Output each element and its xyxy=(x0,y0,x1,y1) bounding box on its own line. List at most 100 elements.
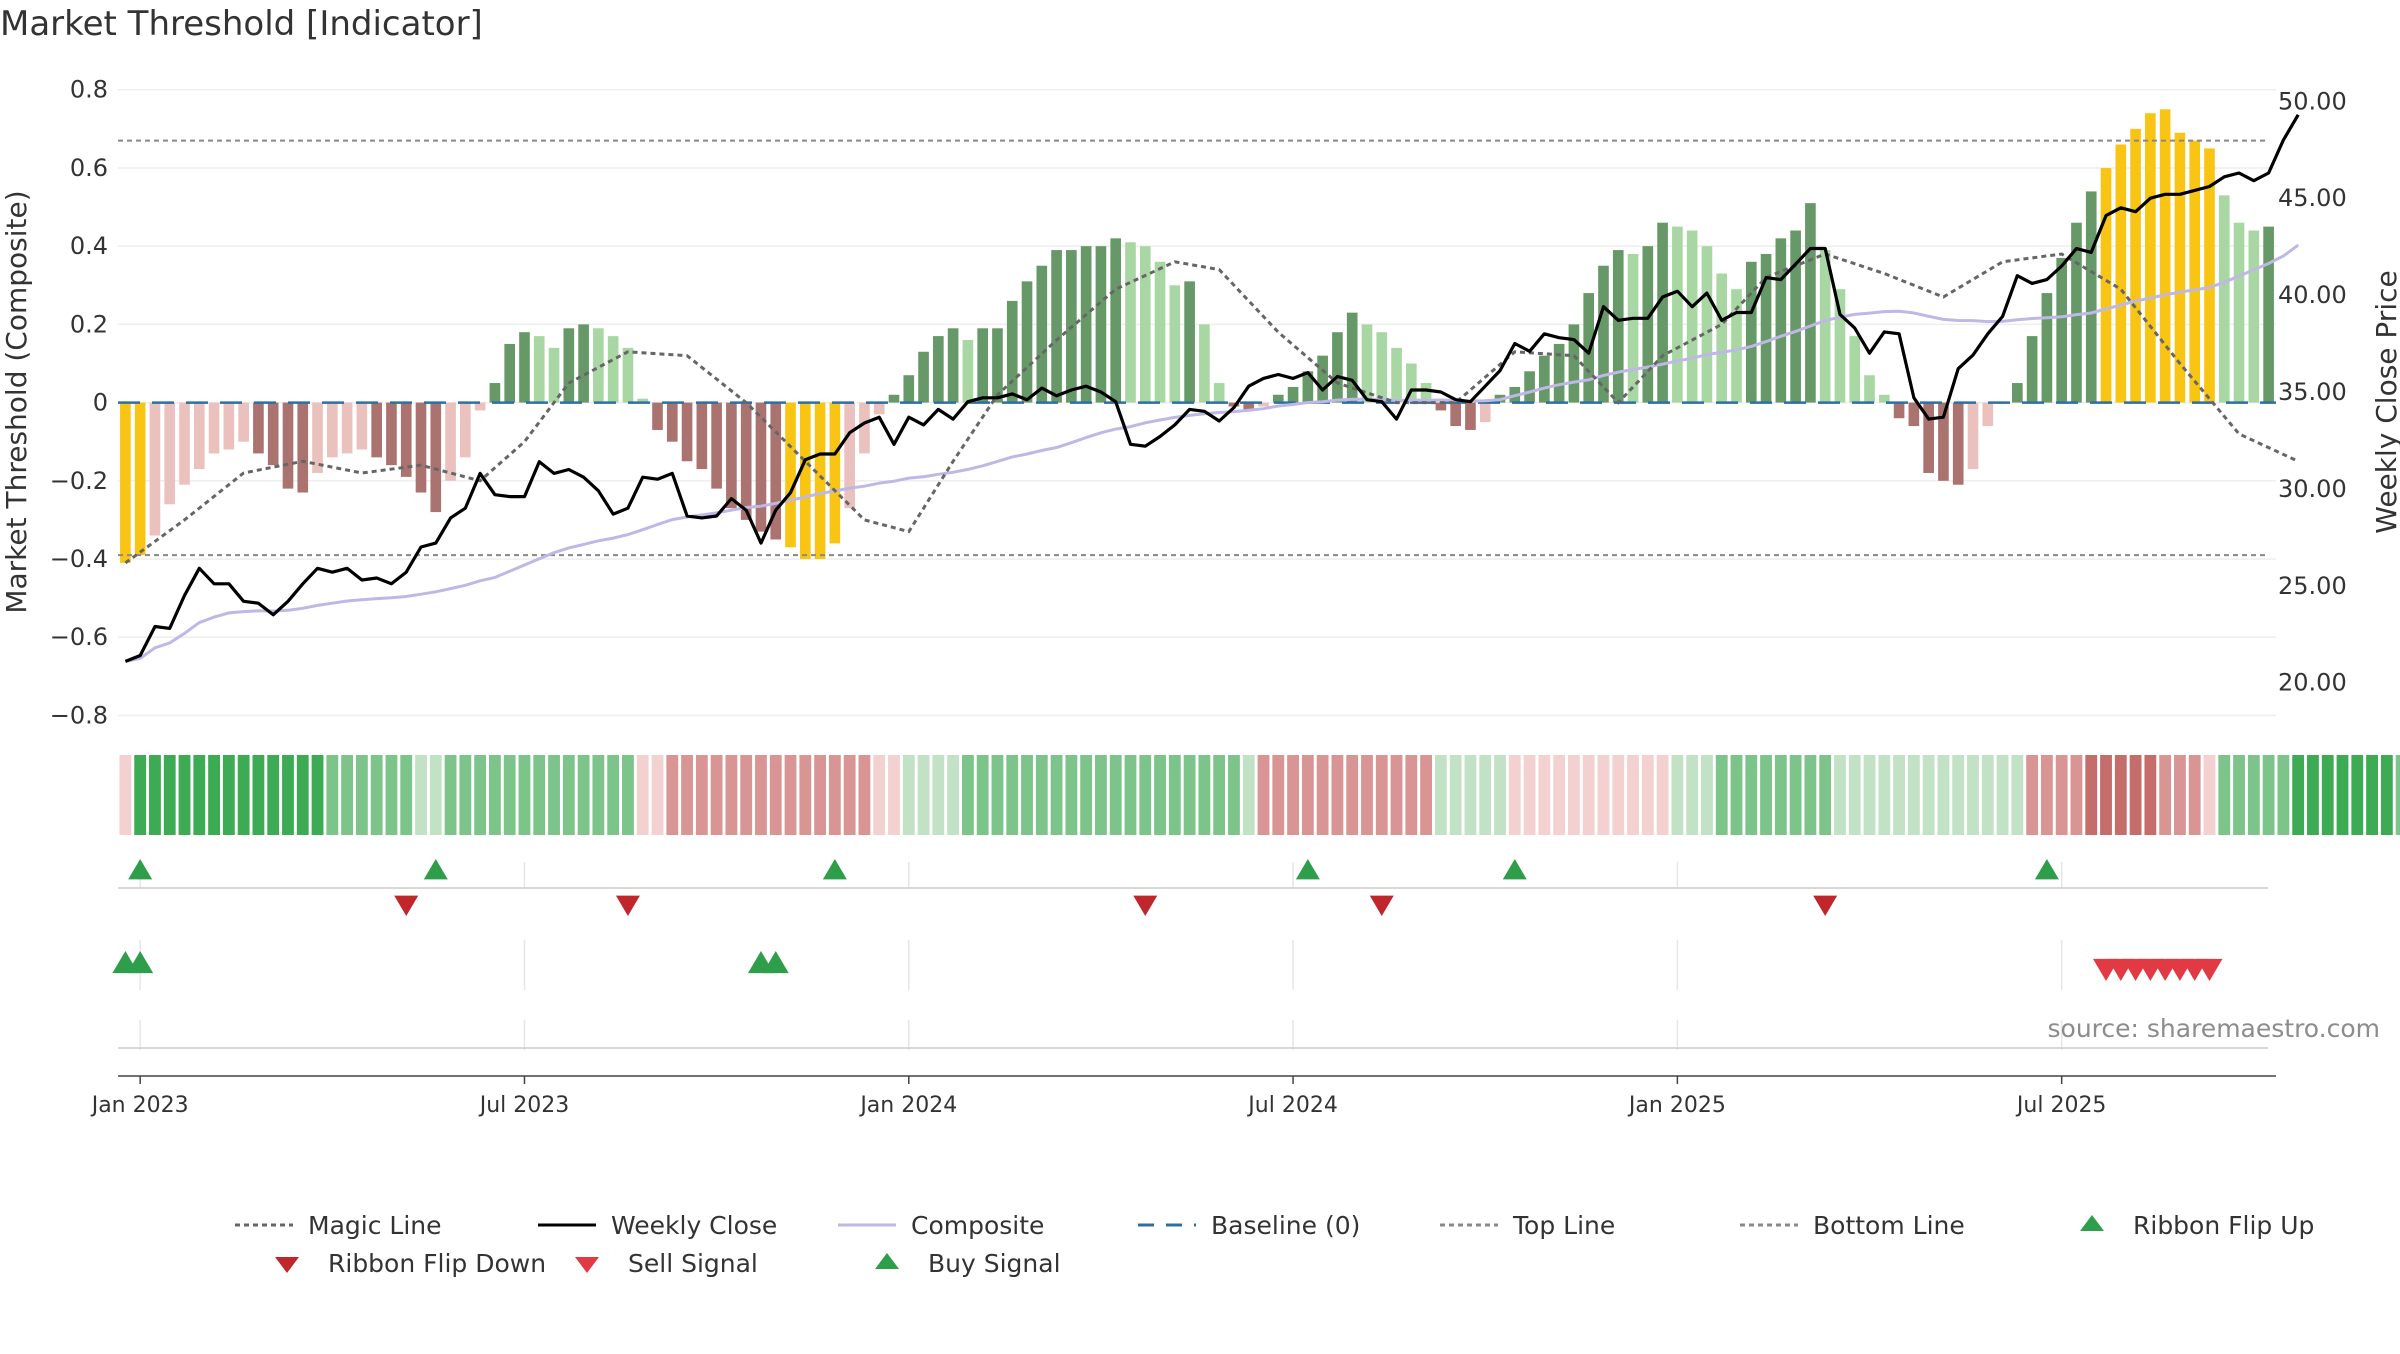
composite-bar xyxy=(253,402,264,454)
ribbon-cell xyxy=(1952,755,1965,835)
composite-bar xyxy=(1583,293,1595,403)
x-tick-label: Jul 2023 xyxy=(478,1093,570,1118)
ribbon-cell xyxy=(2366,755,2378,835)
ribbon-cell xyxy=(1139,755,1152,835)
ribbon-cell xyxy=(1804,755,1817,835)
ribbon-flip-down-marker xyxy=(394,895,419,916)
ribbon-flip-up-marker xyxy=(762,951,789,974)
ribbon-cell xyxy=(1405,755,1418,835)
composite-bar xyxy=(2263,226,2274,403)
legend-label: Composite xyxy=(911,1211,1044,1240)
composite-bar xyxy=(120,402,131,563)
composite-bars xyxy=(120,109,2274,563)
ribbon-cell xyxy=(1893,755,1906,835)
composite-bar xyxy=(400,402,412,477)
ribbon-cell xyxy=(799,755,812,835)
ribbon-cell xyxy=(1361,755,1373,835)
composite-bar xyxy=(1021,281,1033,403)
composite-bar xyxy=(519,332,530,403)
ribbon-cell xyxy=(1479,755,1492,835)
buy-signal-marker xyxy=(1295,859,1320,880)
ribbon-cell xyxy=(1656,755,1669,835)
legend-label: Magic Line xyxy=(308,1211,442,1240)
legend-label: Weekly Close xyxy=(611,1211,777,1240)
composite-bar xyxy=(223,402,235,450)
ribbon-cell xyxy=(1021,755,1033,835)
composite-bar xyxy=(1317,355,1328,403)
ribbon-cell xyxy=(503,755,516,835)
composite-bar xyxy=(1938,402,1949,481)
composite-bar xyxy=(2100,167,2112,403)
ribbon-cell xyxy=(488,755,501,835)
chart-title: Market Threshold [Indicator] xyxy=(0,4,483,44)
composite-bar xyxy=(1834,289,1846,403)
composite-bar xyxy=(1701,246,1713,403)
legend-label: Ribbon Flip Up xyxy=(2133,1211,2314,1240)
ribbon-cell xyxy=(2159,755,2172,835)
y-left-tick-label: −0.4 xyxy=(50,545,108,573)
composite-bar xyxy=(1790,230,1801,403)
ribbon-cell xyxy=(149,755,161,835)
legend-swatch-tri-down xyxy=(575,1257,599,1273)
ribbon-cell xyxy=(355,755,368,835)
y-left-tick-label: 0.8 xyxy=(70,76,108,104)
composite-bar xyxy=(652,402,663,430)
ribbon-cell xyxy=(1434,755,1447,835)
ribbon-cell xyxy=(296,755,309,835)
y-right-tick-label: 45.00 xyxy=(2278,184,2347,212)
ribbon-cell xyxy=(1553,755,1566,835)
composite-bar xyxy=(238,402,249,442)
ribbon-cell xyxy=(2174,755,2186,835)
composite-bar xyxy=(1878,394,1890,403)
y-right-tick-label: 25.00 xyxy=(2278,572,2347,600)
ribbon-cell xyxy=(1597,755,1610,835)
ribbon-cell xyxy=(740,755,753,835)
composite-bar xyxy=(1125,242,1136,403)
ribbon-cell xyxy=(1715,755,1728,835)
weekly-close-line xyxy=(124,113,2300,663)
ribbon-cell xyxy=(1183,755,1196,835)
ribbon-cell xyxy=(341,755,354,835)
composite-bar xyxy=(829,402,841,544)
ribbon-cell xyxy=(1834,755,1846,835)
ribbon-cell xyxy=(1523,755,1536,835)
ribbon-cell xyxy=(1109,755,1122,835)
composite-bar xyxy=(2115,144,2127,403)
ribbon-cell xyxy=(1627,755,1639,835)
composite-bar xyxy=(1184,281,1195,403)
composite-bar xyxy=(1967,402,1979,470)
ribbon-cell xyxy=(1996,755,2009,835)
ribbon-cell xyxy=(858,755,871,835)
composite-bar xyxy=(312,402,323,473)
composite-bar xyxy=(1731,289,1742,403)
composite-bar xyxy=(2012,383,2023,403)
composite-bar xyxy=(1982,402,1994,427)
ribbon-cell xyxy=(2100,755,2112,835)
composite-bar xyxy=(371,402,382,458)
composite-bar xyxy=(1849,336,1861,403)
ribbon-cell xyxy=(1981,755,1994,835)
legend-label: Buy Signal xyxy=(928,1249,1061,1278)
ribbon-cell xyxy=(2129,755,2142,835)
x-axis: Jan 2023 Jul 2023 Jan 2024 Jul 2024 Jan 2025… xyxy=(90,1075,2276,1118)
ribbon-cell xyxy=(622,755,634,835)
composite-bar xyxy=(460,402,471,458)
composite-bar xyxy=(1598,265,1609,403)
ribbon-cell xyxy=(2026,755,2039,835)
composite-bar xyxy=(1391,347,1402,403)
composite-bar xyxy=(681,402,693,462)
composite-bar xyxy=(992,328,1003,403)
ribbon-cell xyxy=(1242,755,1255,835)
composite-bar xyxy=(297,402,309,493)
composite-bar xyxy=(903,375,915,403)
ribbon-cell xyxy=(2055,755,2068,835)
ribbon-flip-down-marker xyxy=(1369,895,1394,916)
ribbon-cell xyxy=(1612,755,1625,835)
ribbon-cell xyxy=(2233,755,2245,835)
y-left-tick-label: 0.6 xyxy=(70,154,108,182)
ribbon-cell xyxy=(592,755,605,835)
composite-bar xyxy=(814,402,826,560)
composite-bar xyxy=(1258,402,1269,407)
ribbon-cell xyxy=(444,755,457,835)
